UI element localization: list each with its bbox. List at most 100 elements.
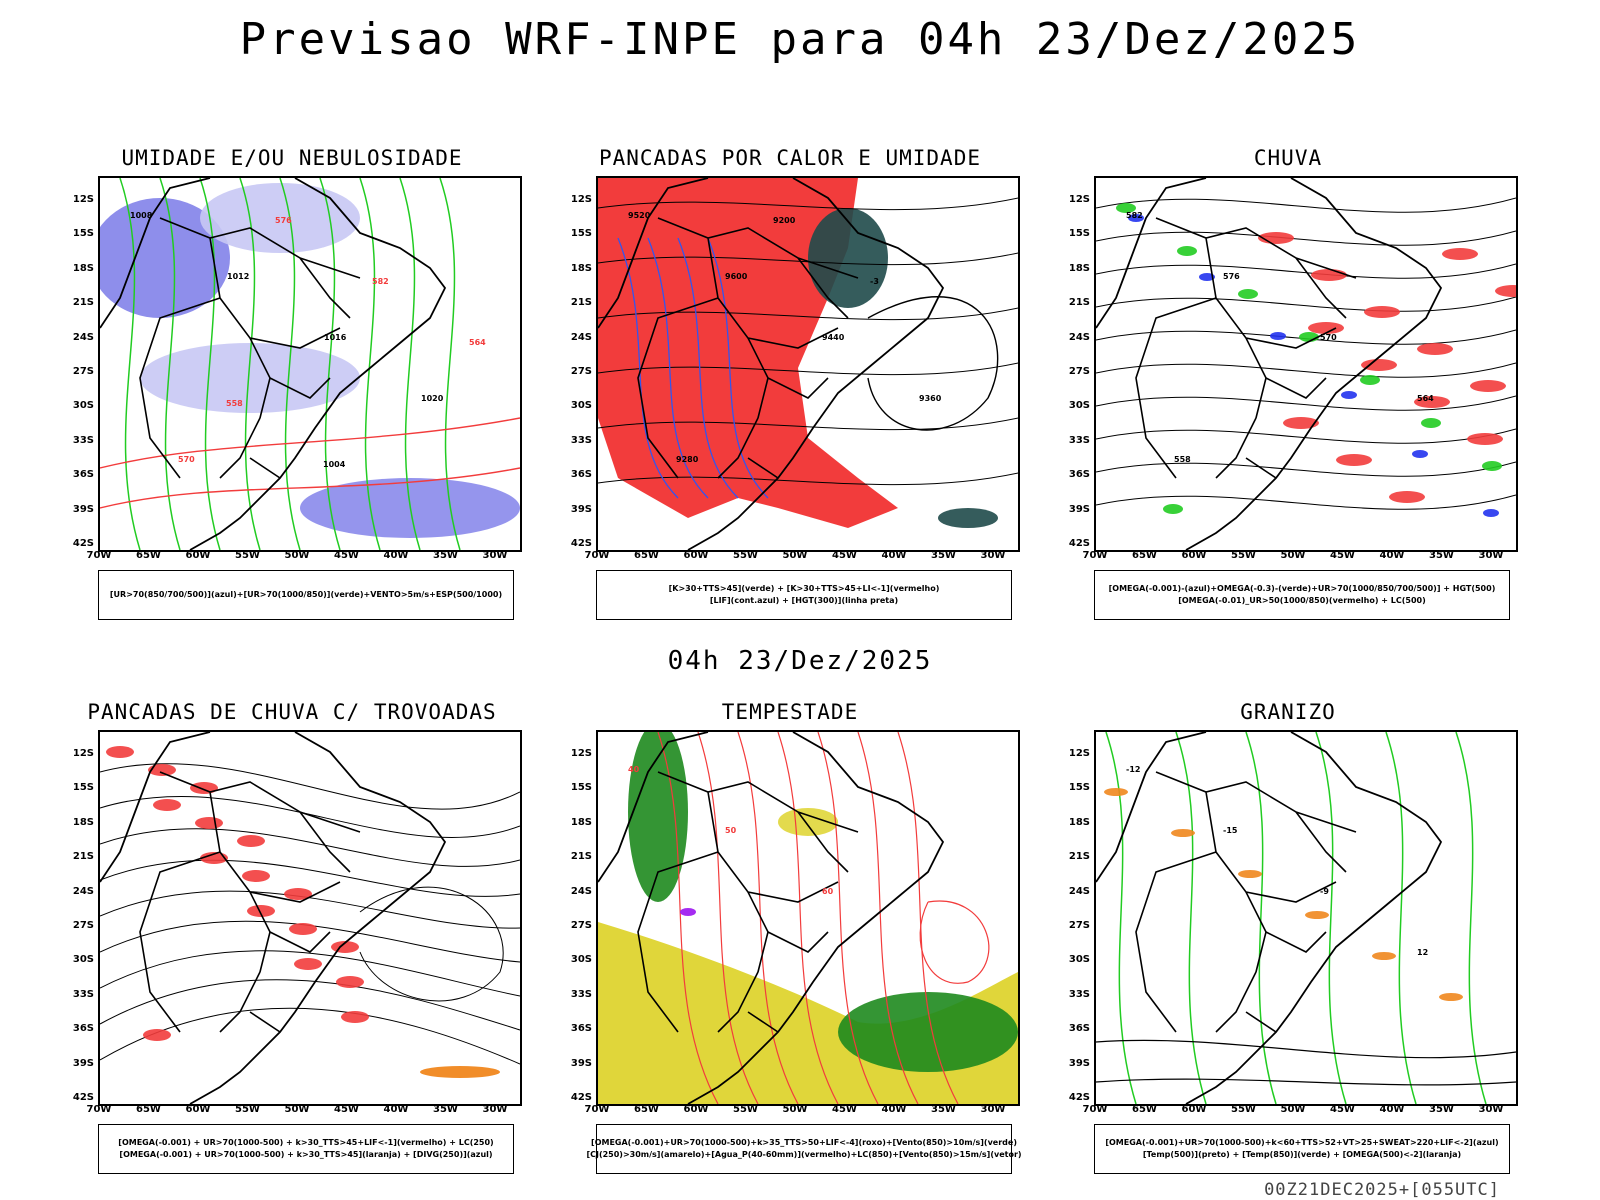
- lon-tick-label: 70W: [584, 550, 610, 561]
- lon-tick-label: 60W: [185, 1104, 211, 1115]
- water-vapor-contour: [657, 732, 719, 1104]
- main-title: Previsao WRF-INPE para 04h 23/Dez/2025: [239, 14, 1361, 65]
- country-border: [1135, 771, 1357, 1033]
- lat-tick-label: 33S: [1068, 434, 1090, 446]
- humidity-shade-blue: [100, 198, 230, 318]
- streamline: [1096, 296, 1516, 312]
- streamline: [1096, 197, 1516, 213]
- lon-tick-label: 65W: [136, 550, 161, 561]
- lon-tick-label: 50W: [1280, 1104, 1306, 1115]
- lat-tick-label: 21S: [72, 851, 94, 863]
- lon-tick-label: 65W: [634, 1104, 659, 1115]
- rain-shade-red: [1414, 396, 1450, 408]
- lon-tick-label: 55W: [235, 550, 260, 561]
- coastline: [598, 178, 945, 550]
- coastline: [598, 732, 945, 1104]
- lat-tick-label: 30S: [570, 400, 592, 412]
- streamline: [598, 307, 1018, 321]
- lc250-streamline: [100, 890, 520, 929]
- country-border: [637, 771, 859, 1033]
- thunder-shade-red: [242, 870, 270, 882]
- temp500-contour: [1096, 1078, 1516, 1086]
- lat-tick-label: 15S: [72, 228, 94, 240]
- lat-tick-label: 39S: [72, 503, 94, 515]
- omega-shade-orange: [1372, 952, 1396, 960]
- rain-shade-red: [1389, 491, 1425, 503]
- thunder-shade-red: [336, 976, 364, 988]
- lon-tick-label: 45W: [832, 1104, 857, 1115]
- panel-legend: [UR>70(850/700/500)](azul)+[UR>70(1000/8…: [98, 570, 514, 620]
- panel-granizo: GRANIZO 12S 15S 18S 21S 24S 27S 30S 33S 36S 39S 42S…: [1068, 700, 1518, 1180]
- water-vapor-contour: [737, 732, 799, 1104]
- lat-tick-label: 12S: [570, 748, 592, 759]
- humidity-contour-green: [439, 178, 461, 550]
- lon-tick-label: 50W: [782, 550, 808, 561]
- wind850-shade-green: [838, 992, 1018, 1072]
- lon-tick-label: 35W: [433, 1104, 458, 1115]
- lon-tick-label: 70W: [584, 1104, 610, 1115]
- lc250-streamline: [100, 859, 520, 897]
- rain-shade-red: [1495, 285, 1516, 297]
- lat-tick-label: 39S: [1068, 1057, 1090, 1069]
- lat-tick-label: 18S: [1068, 816, 1090, 828]
- lat-tick-label: 27S: [570, 920, 592, 931]
- thunder-shade-red: [148, 764, 176, 776]
- thunder-shade-orange: [420, 1066, 500, 1078]
- thunder-shade-red: [153, 799, 181, 811]
- contour-value-label: 40: [628, 765, 640, 774]
- country-border: [139, 217, 361, 479]
- lon-tick-label: 50W: [1280, 550, 1306, 561]
- lif-contour: [647, 237, 709, 499]
- rain-shade-red: [1417, 343, 1453, 355]
- rain-shade-green: [1116, 203, 1136, 213]
- panel-title: UMIDADE E/OU NEBULOSIDADE: [121, 146, 463, 170]
- lon-tick-label: 30W: [1478, 1104, 1504, 1115]
- map-plot: 582 576 570 564 558: [1094, 176, 1518, 552]
- lat-tick-label: 42S: [72, 538, 94, 549]
- lon-tick-label: 65W: [1132, 550, 1157, 561]
- rain-shade-green: [1482, 461, 1502, 471]
- water-vapor-contour: [919, 900, 990, 984]
- storm-shade-purple: [680, 908, 696, 916]
- lon-tick-label: 60W: [185, 550, 211, 561]
- temp850-contour: [1385, 732, 1417, 1104]
- contour-value-label: 9200: [773, 216, 796, 225]
- rain-shade-green: [1299, 332, 1319, 342]
- lon-tick-label: 55W: [733, 1104, 758, 1115]
- temp850-contour: [1105, 732, 1137, 1104]
- lat-tick-label: 33S: [570, 988, 592, 1000]
- lon-tick-label: 45W: [1330, 1104, 1355, 1115]
- contour-value-label: 1020: [421, 394, 444, 403]
- legend-line: [OMEGA(-0.001)+UR>70(1000-500)+k>35_TTS>…: [591, 1138, 1017, 1147]
- lat-tick-label: 27S: [72, 920, 94, 931]
- lat-tick-label: 21S: [570, 851, 592, 863]
- lat-tick-label: 12S: [570, 194, 592, 205]
- temp850-contour: [1455, 732, 1487, 1104]
- contour-value-label: -3: [870, 277, 879, 286]
- lc250-streamline: [100, 828, 520, 867]
- temp850-contour: [1175, 732, 1207, 1104]
- lon-tick-label: 60W: [1181, 550, 1207, 561]
- legend-line: [OMEGA(-0.001)-(azul)+OMEGA(-0.3)-(verde…: [1108, 584, 1496, 593]
- lat-tick-label: 18S: [570, 262, 592, 274]
- lon-tick-label: 55W: [1231, 550, 1256, 561]
- lat-tick-label: 21S: [1068, 851, 1090, 863]
- lc250-streamline: [359, 886, 504, 1002]
- lat-tick-label: 39S: [570, 503, 592, 515]
- thickness-contour: [100, 417, 520, 469]
- humidity-contour-green: [159, 178, 181, 550]
- lon-tick-label: 40W: [1379, 1104, 1405, 1115]
- lat-tick-label: 42S: [1068, 1092, 1090, 1103]
- omega-shade-orange: [1305, 911, 1329, 919]
- panel-legend: [OMEGA(-0.001)+UR>70(1000-500)+k>35_TTS>…: [586, 1124, 1022, 1174]
- contour-value-label: 50: [725, 826, 737, 835]
- lat-tick-label: 39S: [570, 1057, 592, 1069]
- rain-shade-blue: [1341, 391, 1357, 399]
- rain-shade-blue: [1270, 332, 1286, 340]
- panel-title: PANCADAS DE CHUVA C/ TROVOADAS: [87, 700, 497, 724]
- legend-line: [OMEGA(-0.001) + UR>70(1000-500) + k>30_…: [119, 1150, 493, 1159]
- humidity-contour-green: [399, 178, 421, 550]
- lat-tick-label: 27S: [1068, 366, 1090, 377]
- lat-tick-label: 39S: [72, 1057, 94, 1069]
- lon-tick-label: 35W: [433, 550, 458, 561]
